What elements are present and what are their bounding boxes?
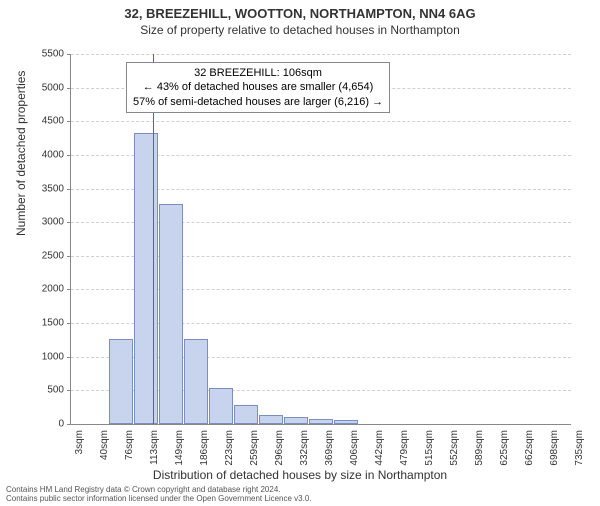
- ytick-mark: [67, 222, 71, 223]
- ytick-mark: [67, 424, 71, 425]
- gridline: [71, 121, 571, 122]
- footer-line1: Contains HM Land Registry data © Crown c…: [6, 485, 312, 495]
- xtick-label: 442sqm: [374, 430, 385, 480]
- ytick-mark: [67, 323, 71, 324]
- xtick-label: 40sqm: [99, 430, 110, 480]
- ytick-label: 3500: [24, 183, 64, 194]
- ytick-mark: [67, 289, 71, 290]
- histogram-bar: [109, 339, 133, 424]
- ytick-label: 0: [24, 419, 64, 430]
- ytick-mark: [67, 256, 71, 257]
- callout-box: 32 BREEZEHILL: 106sqm← 43% of detached h…: [126, 62, 390, 113]
- histogram-bar: [134, 133, 158, 424]
- ytick-mark: [67, 54, 71, 55]
- ytick-mark: [67, 390, 71, 391]
- plot-area: 32 BREEZEHILL: 106sqm← 43% of detached h…: [70, 54, 571, 425]
- ytick-mark: [67, 88, 71, 89]
- histogram-bar: [234, 405, 258, 424]
- xtick-label: 76sqm: [124, 430, 135, 480]
- histogram-bar: [209, 388, 233, 424]
- histogram-bar: [309, 419, 333, 424]
- ytick-mark: [67, 357, 71, 358]
- ytick-label: 2500: [24, 250, 64, 261]
- xtick-label: 332sqm: [299, 430, 310, 480]
- ytick-label: 5500: [24, 49, 64, 60]
- title-main: 32, BREEZEHILL, WOOTTON, NORTHAMPTON, NN…: [0, 6, 600, 21]
- xtick-label: 296sqm: [274, 430, 285, 480]
- histogram-bar: [184, 339, 208, 424]
- xtick-label: 662sqm: [524, 430, 535, 480]
- callout-line3: 57% of semi-detached houses are larger (…: [133, 95, 383, 109]
- xtick-label: 406sqm: [349, 430, 360, 480]
- histogram-bar: [284, 417, 308, 424]
- histogram-bar: [159, 204, 183, 424]
- ytick-label: 1500: [24, 318, 64, 329]
- xtick-label: 223sqm: [224, 430, 235, 480]
- ytick-mark: [67, 189, 71, 190]
- xtick-label: 625sqm: [499, 430, 510, 480]
- xtick-label: 369sqm: [324, 430, 335, 480]
- ytick-mark: [67, 155, 71, 156]
- ytick-label: 2000: [24, 284, 64, 295]
- callout-line1: 32 BREEZEHILL: 106sqm: [133, 66, 383, 80]
- ytick-label: 3000: [24, 217, 64, 228]
- xtick-label: 698sqm: [549, 430, 560, 480]
- xtick-label: 735sqm: [574, 430, 585, 480]
- xtick-label: 113sqm: [149, 430, 160, 480]
- gridline: [71, 54, 571, 55]
- footer-line2: Contains public sector information licen…: [6, 494, 312, 504]
- title-sub: Size of property relative to detached ho…: [0, 23, 600, 37]
- histogram-bar: [259, 415, 283, 424]
- xtick-label: 259sqm: [249, 430, 260, 480]
- xtick-label: 3sqm: [74, 430, 85, 480]
- ytick-label: 4500: [24, 116, 64, 127]
- xtick-label: 515sqm: [424, 430, 435, 480]
- ytick-label: 4000: [24, 149, 64, 160]
- ytick-label: 500: [24, 385, 64, 396]
- ytick-label: 1000: [24, 351, 64, 362]
- footer-attribution: Contains HM Land Registry data © Crown c…: [6, 485, 312, 504]
- ytick-label: 5000: [24, 82, 64, 93]
- xtick-label: 479sqm: [399, 430, 410, 480]
- callout-line2: ← 43% of detached houses are smaller (4,…: [133, 80, 383, 94]
- histogram-bar: [334, 420, 358, 424]
- xtick-label: 149sqm: [174, 430, 185, 480]
- xtick-label: 589sqm: [474, 430, 485, 480]
- xtick-label: 552sqm: [449, 430, 460, 480]
- xtick-label: 186sqm: [199, 430, 210, 480]
- ytick-mark: [67, 121, 71, 122]
